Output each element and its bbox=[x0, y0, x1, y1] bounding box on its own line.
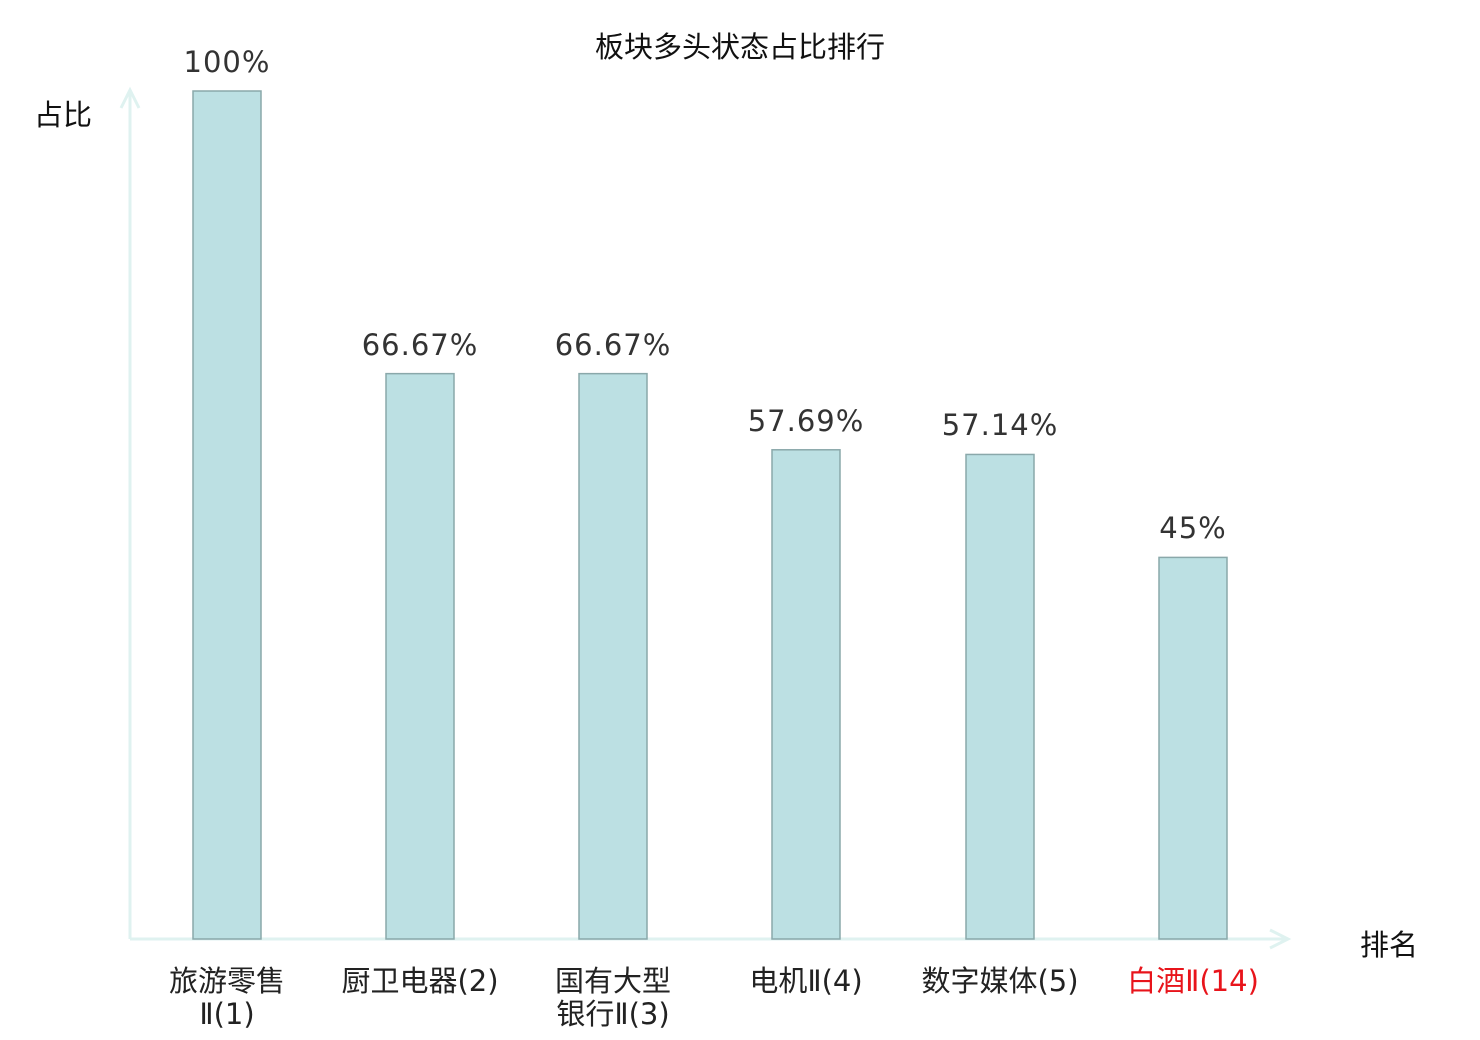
x-tick-label-line: 白酒Ⅱ(14) bbox=[1127, 964, 1259, 998]
data-label: 66.67% bbox=[361, 327, 479, 362]
bar bbox=[578, 372, 648, 940]
y-axis-arrow-icon bbox=[119, 86, 141, 109]
y-axis-label: 占比 bbox=[34, 98, 93, 132]
data-label: 100% bbox=[183, 45, 271, 79]
bar bbox=[385, 372, 455, 940]
x-tick-label: 数字媒体(5) bbox=[900, 965, 1100, 998]
bar bbox=[965, 453, 1035, 940]
x-tick-label: 电机Ⅱ(4) bbox=[706, 965, 906, 998]
x-tick-label: 厨卫电器(2) bbox=[320, 965, 520, 998]
data-label: 57.14% bbox=[941, 408, 1059, 443]
x-tick-label-line: 数字媒体(5) bbox=[921, 964, 1079, 998]
x-axis-arrow-icon bbox=[1269, 928, 1292, 950]
x-tick-label-line: 厨卫电器(2) bbox=[341, 964, 499, 998]
x-tick-label-line: 银行Ⅱ(3) bbox=[556, 997, 670, 1031]
data-label: 66.67% bbox=[554, 327, 672, 362]
data-label: 45% bbox=[1159, 511, 1227, 546]
x-tick-label: 白酒Ⅱ(14) bbox=[1093, 965, 1293, 998]
x-tick-label: 旅游零售 Ⅱ(1) bbox=[127, 965, 327, 1031]
bar bbox=[1158, 556, 1228, 940]
x-tick-label: 国有大型 银行Ⅱ(3) bbox=[513, 965, 713, 1031]
x-axis-label: 排名 bbox=[1360, 928, 1419, 962]
chart-title: 板块多头状态占比排行 bbox=[594, 30, 885, 64]
x-tick-label-line: Ⅱ(1) bbox=[199, 997, 255, 1031]
x-tick-label-line: 旅游零售 bbox=[168, 964, 285, 998]
data-label: 57.69% bbox=[747, 403, 865, 438]
x-tick-label-line: 国有大型 bbox=[554, 964, 671, 998]
bars bbox=[192, 90, 1228, 940]
x-tick-label-line: 电机Ⅱ(4) bbox=[749, 964, 863, 998]
bar bbox=[192, 90, 262, 940]
axes bbox=[119, 86, 1292, 950]
bar bbox=[771, 449, 841, 940]
